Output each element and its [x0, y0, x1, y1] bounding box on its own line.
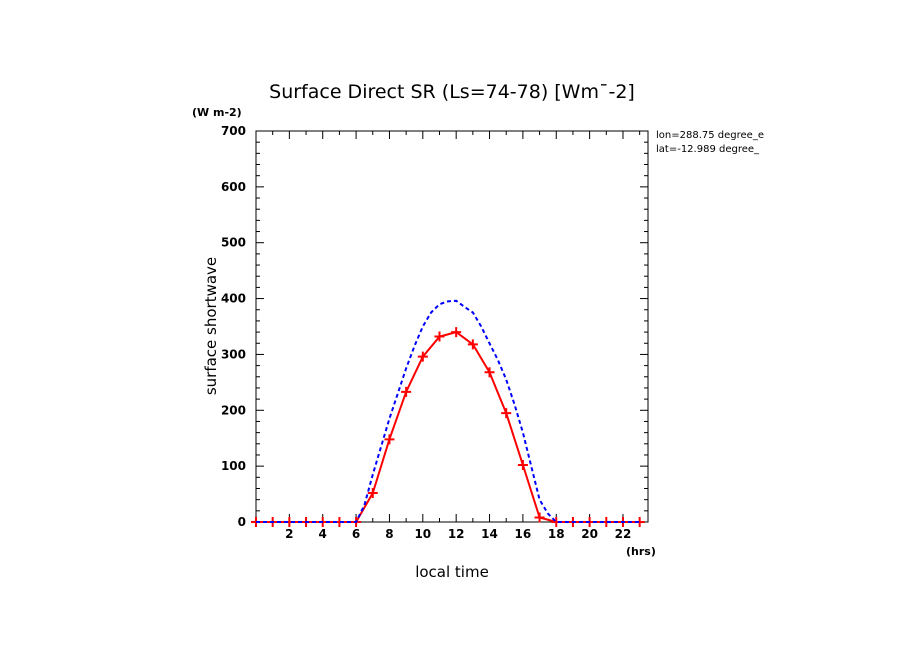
y-tick-label: 700 — [221, 124, 246, 138]
x-tick-label: 20 — [581, 527, 598, 541]
series-line-0 — [256, 331, 640, 523]
x-unit-label: (hrs) — [626, 545, 656, 558]
data-point — [417, 351, 428, 362]
y-unit-label: (W m-2) — [192, 106, 242, 119]
data-point — [517, 460, 528, 471]
x-tick-label: 6 — [352, 527, 360, 541]
chart-title: Surface Direct SR (Ls=74-78) [Wm¯-2] — [269, 81, 635, 103]
y-tick-label: 200 — [221, 403, 246, 417]
data-point — [367, 487, 378, 498]
y-tick-label: 100 — [221, 459, 246, 473]
data-point — [467, 339, 478, 350]
data-point — [451, 327, 462, 338]
y-tick-label: 0 — [238, 515, 246, 529]
info-lat: lat=-12.989 degree_ — [656, 144, 760, 155]
plot-area: 0 100 200 300 400 500 600 700 2 4 6 8 10 12 14 16 18 20 22 — [221, 124, 649, 541]
x-tick-label: 18 — [548, 527, 565, 541]
data-point — [401, 386, 412, 397]
x-tick-label: 8 — [385, 527, 393, 541]
x-tick-label: 2 — [285, 527, 293, 541]
data-point — [484, 367, 495, 378]
data-point — [384, 434, 395, 445]
y-tick-label: 600 — [221, 180, 246, 194]
data-point — [534, 512, 545, 523]
x-tick-label: 14 — [481, 527, 498, 541]
x-tick-label: 22 — [615, 527, 632, 541]
x-tick-label: 16 — [515, 527, 532, 541]
y-tick-label: 500 — [221, 236, 246, 250]
x-tick-label: 4 — [319, 527, 327, 541]
x-tick-label: 12 — [448, 527, 465, 541]
y-axis-label: surface shortwave — [202, 257, 220, 395]
x-axis-label: local time — [415, 563, 489, 581]
data-point — [434, 331, 445, 342]
y-tick-label: 300 — [221, 347, 246, 361]
plot-frame — [255, 130, 649, 523]
series-line-1 — [256, 299, 640, 523]
data-point — [501, 408, 512, 419]
y-tick-label: 400 — [221, 292, 246, 306]
info-lon: lon=288.75 degree_e — [656, 130, 764, 141]
x-tick-label: 10 — [414, 527, 431, 541]
